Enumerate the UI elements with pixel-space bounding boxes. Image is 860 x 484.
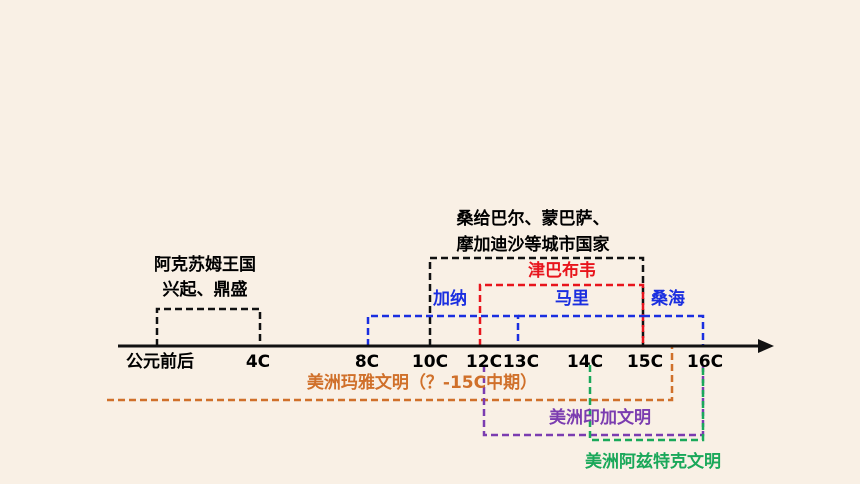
tick-label: 15C [627, 352, 663, 372]
bracket-songhai [643, 314, 705, 346]
tick-label: 16C [687, 352, 723, 372]
bracket-aksum [155, 307, 262, 346]
bracket-city-states [428, 256, 645, 346]
bracket-inca [482, 365, 705, 437]
period-label: 美洲阿兹特克文明 [585, 451, 721, 472]
period-label: 兴起、鼎盛 [163, 279, 248, 300]
tick-label: 8C [355, 352, 379, 372]
tick-label: 12C [466, 352, 502, 372]
period-label: 美洲印加文明 [549, 407, 651, 428]
bracket-aztec [588, 365, 705, 442]
tick-label: 4C [246, 352, 270, 372]
axis-arrow [758, 339, 774, 353]
bracket-ghana [366, 314, 520, 346]
period-label: 加纳 [432, 288, 467, 309]
tick-label: 公元前后 [126, 351, 194, 372]
period-label: 津巴布韦 [528, 260, 596, 281]
bracket-maya [107, 346, 674, 402]
period-label: 摩加迪沙等城市国家 [457, 234, 610, 255]
period-label: 桑给巴尔、蒙巴萨、 [457, 208, 610, 229]
period-label: 马里 [555, 289, 589, 309]
tick-label: 10C [412, 352, 448, 372]
period-label: 美洲玛雅文明（？-15C中期） [307, 372, 537, 393]
period-label: 桑海 [651, 288, 685, 309]
tick-label: 13C [503, 352, 539, 372]
tick-label: 14C [567, 352, 603, 372]
period-label: 阿克苏姆王国 [154, 254, 256, 275]
